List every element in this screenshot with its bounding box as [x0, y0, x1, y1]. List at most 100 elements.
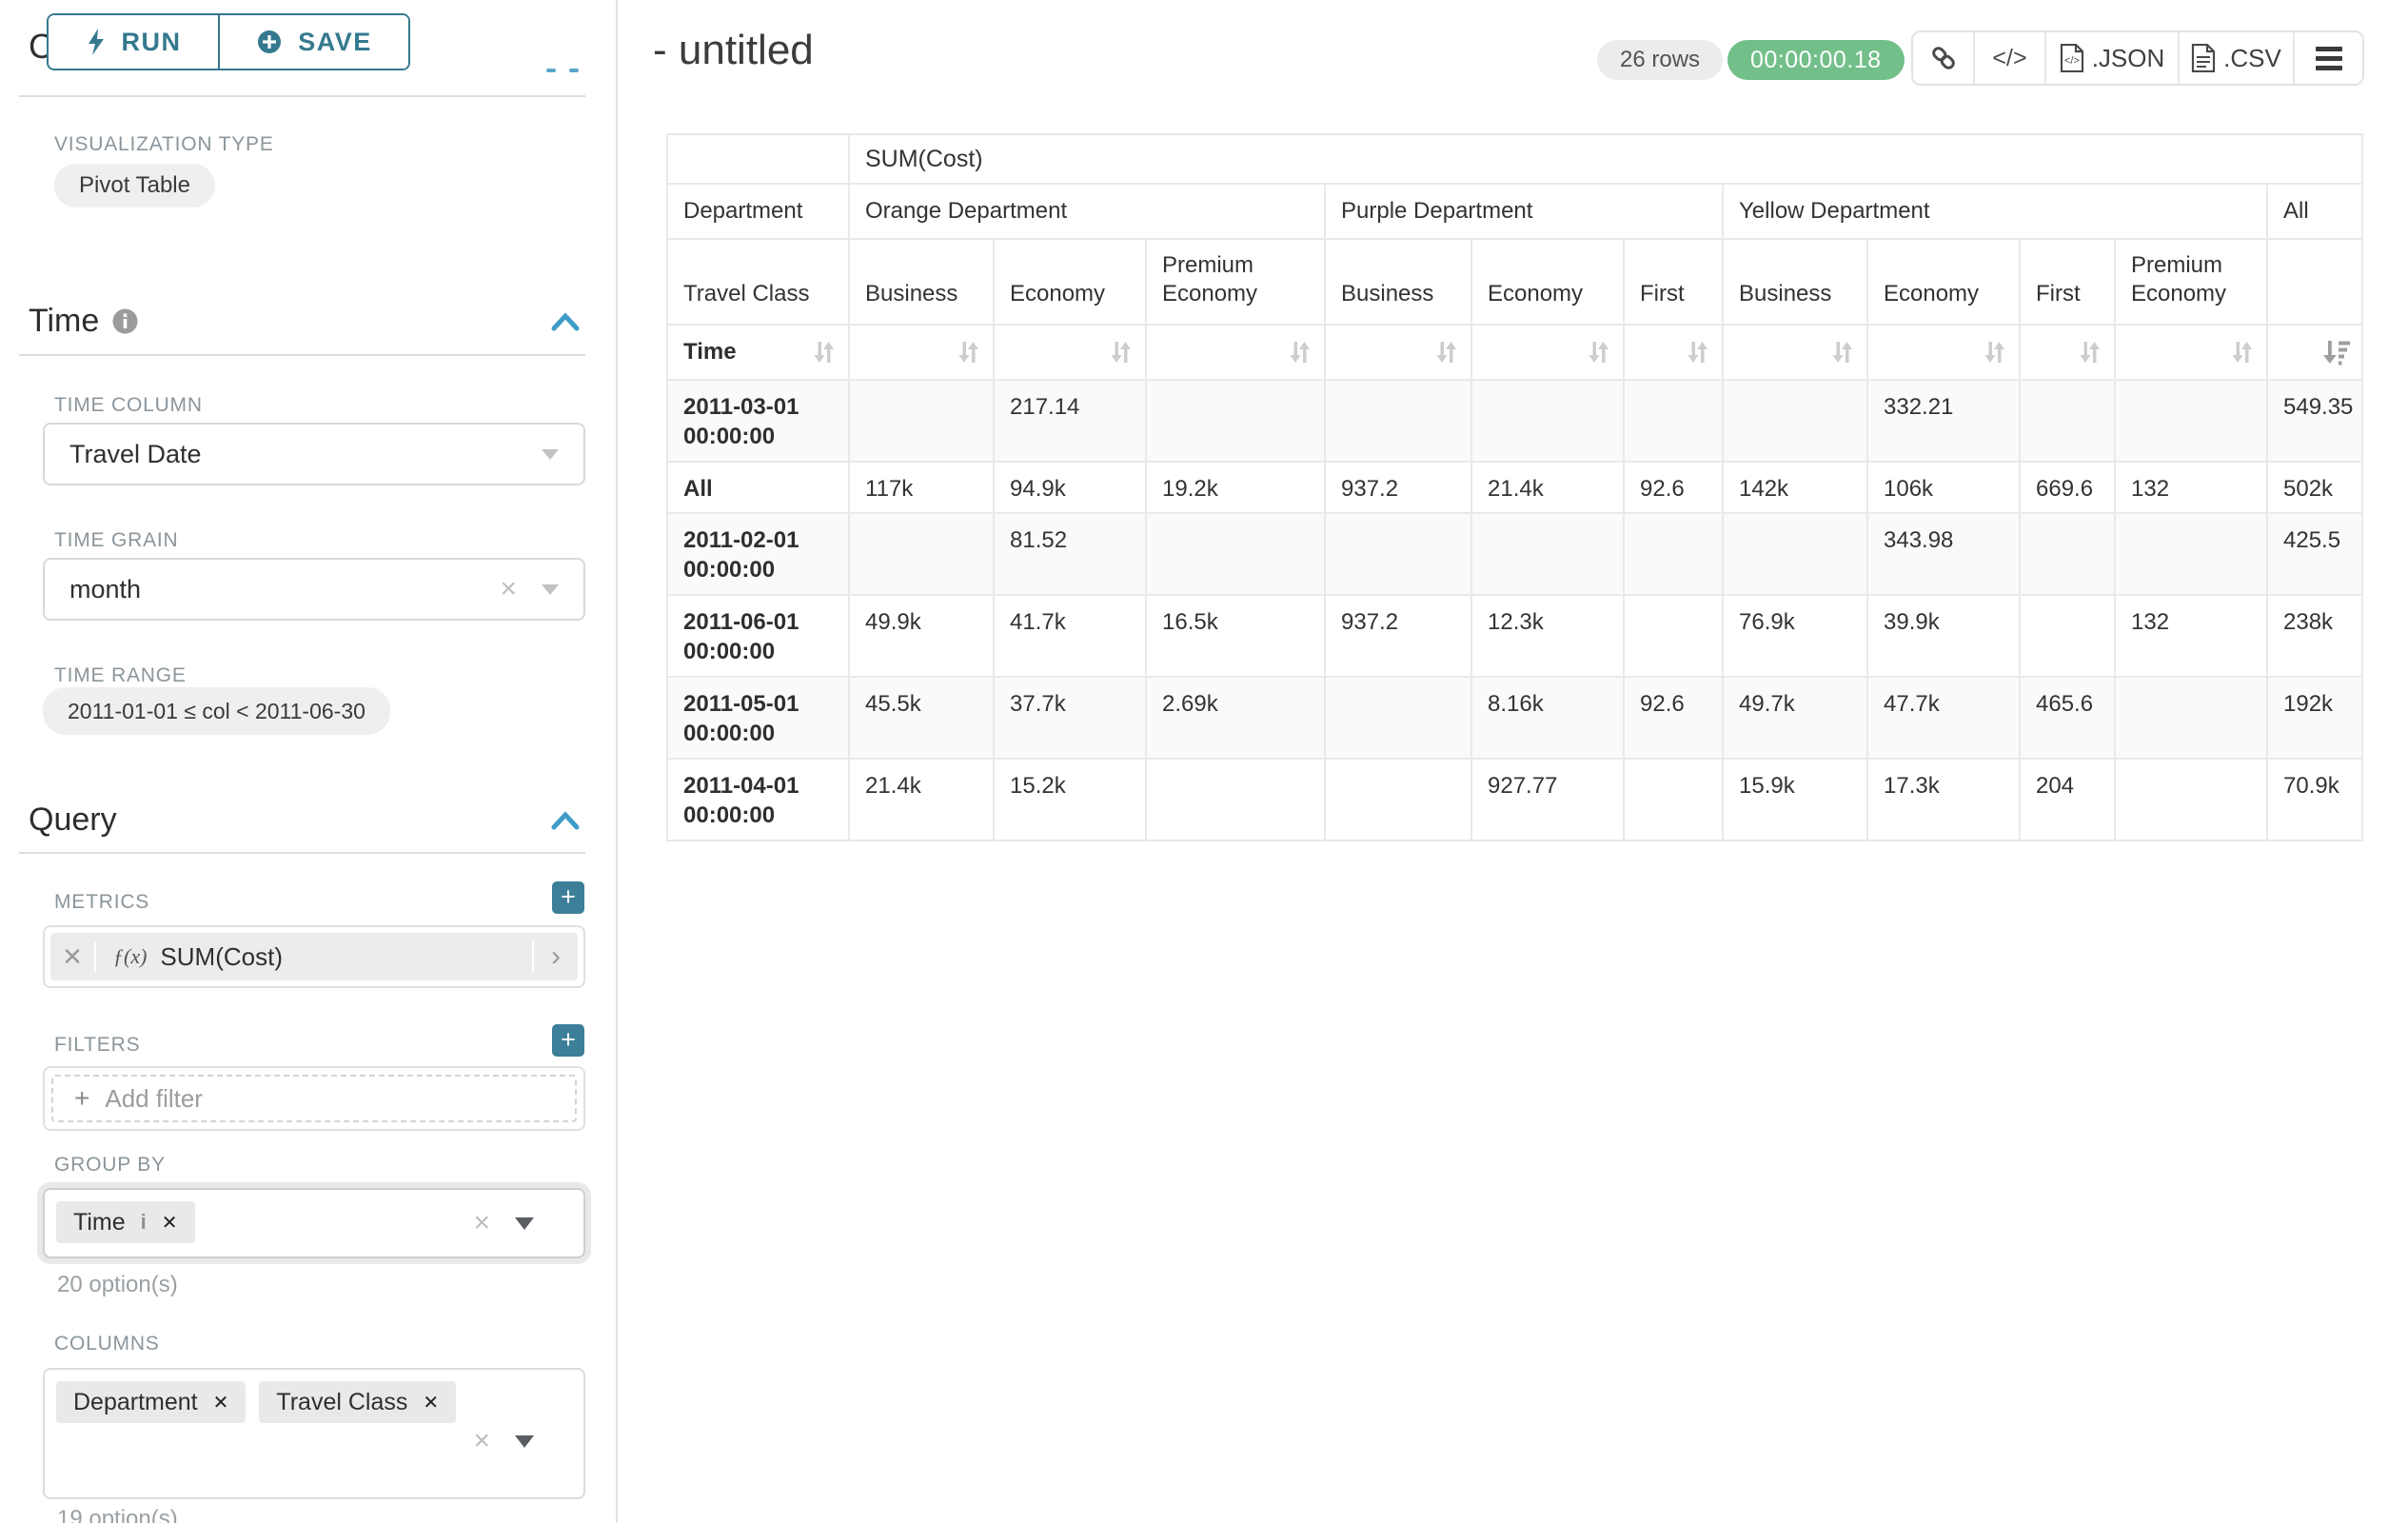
add-filter-dropzone[interactable]: + Add filter [51, 1075, 577, 1122]
value-cell: 70.9k [2266, 758, 2363, 841]
section-divider [19, 354, 585, 356]
sort-descending-icon[interactable] [2321, 339, 2350, 366]
sort-unsorted-icon[interactable] [1288, 339, 1313, 366]
expand-metric-chevron-icon[interactable]: › [532, 940, 578, 973]
collapse-query-chevron-icon[interactable] [550, 809, 581, 832]
more-options-menu-button[interactable] [2293, 32, 2362, 84]
value-cell: 192k [2266, 676, 2363, 760]
time-range-value[interactable]: 2011-01-01 ≤ col < 2011-06-30 [43, 687, 390, 735]
chevron-down-icon[interactable] [515, 1434, 534, 1448]
embed-code-button[interactable]: </> [1973, 32, 2044, 84]
remove-tag-icon[interactable]: ✕ [423, 1392, 440, 1414]
value-cell [2019, 379, 2116, 463]
remove-metric-icon[interactable]: ✕ [50, 941, 96, 972]
hamburger-icon [2315, 46, 2342, 70]
sort-unsorted-icon[interactable] [1686, 339, 1710, 366]
table-row: 2011-05-01 00:00:00 45.5k 37.7k 2.69k 8.16k 9… [666, 676, 2363, 760]
value-cell: 332.21 [1866, 379, 2021, 463]
export-json-button[interactable]: </> .JSON [2044, 32, 2178, 84]
time-range-label: TIME RANGE [54, 664, 187, 686]
pivot-table: SUM(Cost) Department Orange Department Purp… [666, 133, 2363, 841]
time-sort-header[interactable]: Time [666, 324, 850, 381]
add-filter-button[interactable]: + [552, 1024, 584, 1057]
metric-pill[interactable]: ✕ ƒ(x) SUM(Cost) › [50, 933, 578, 980]
clear-icon[interactable]: × [500, 573, 517, 604]
travel-class-header: Economy [1866, 238, 2021, 326]
time-section-title: Time [29, 303, 138, 340]
value-cell: 15.2k [993, 758, 1147, 841]
pivot-corner-cell [666, 133, 850, 185]
add-metric-button[interactable]: + [552, 881, 584, 914]
value-cell: 45.5k [848, 676, 995, 760]
time-column-select[interactable]: Travel Date [43, 423, 585, 485]
column-sort-header[interactable] [848, 324, 995, 381]
plus-circle-icon [258, 30, 282, 53]
save-button[interactable]: SAVE [218, 15, 408, 69]
chevron-down-icon[interactable] [542, 583, 559, 595]
sort-unsorted-icon[interactable] [957, 339, 981, 366]
share-link-button[interactable] [1913, 32, 1973, 84]
value-cell [1470, 379, 1625, 463]
visualization-type-value[interactable]: Pivot Table [54, 164, 215, 208]
export-csv-button[interactable]: .CSV [2178, 32, 2293, 84]
sort-unsorted-icon[interactable] [2230, 339, 2255, 366]
travel-class-row-label: Travel Class [666, 238, 850, 326]
run-save-button-group: RUN SAVE [47, 13, 410, 70]
value-tag[interactable]: Time i ✕ [56, 1201, 195, 1243]
sort-unsorted-icon[interactable] [1830, 339, 1855, 366]
time-column-label: TIME COLUMN [54, 394, 203, 416]
groupby-select[interactable]: Time i ✕ × [43, 1188, 585, 1258]
remove-tag-icon[interactable]: ✕ [161, 1212, 178, 1234]
column-sort-header[interactable] [1623, 324, 1724, 381]
section-divider [19, 852, 585, 854]
json-button-label: .JSON [2091, 43, 2165, 72]
sort-unsorted-icon[interactable] [1434, 339, 1459, 366]
filters-label: FILTERS [54, 1034, 141, 1056]
column-sort-header[interactable] [1470, 324, 1625, 381]
sort-unsorted-icon[interactable] [812, 339, 837, 366]
value-cell: 92.6 [1623, 461, 1724, 514]
sort-unsorted-icon[interactable] [1587, 339, 1611, 366]
column-sort-header[interactable] [1866, 324, 2021, 381]
value-cell: 92.6 [1623, 676, 1724, 760]
clear-icon[interactable]: × [473, 1425, 490, 1456]
column-sort-header[interactable] [993, 324, 1147, 381]
sort-unsorted-icon[interactable] [1109, 339, 1134, 366]
value-cell [1623, 594, 1724, 678]
travel-class-header: Business [848, 238, 995, 326]
value-cell [1722, 379, 1868, 463]
columns-select[interactable]: Department ✕ Travel Class ✕ × [43, 1368, 585, 1499]
value-cell [1324, 512, 1472, 596]
remove-tag-icon[interactable]: ✕ [212, 1392, 229, 1414]
column-sort-header[interactable] [1722, 324, 1868, 381]
column-sort-header[interactable] [2019, 324, 2116, 381]
chevron-down-icon[interactable] [515, 1216, 534, 1230]
sort-unsorted-icon[interactable] [1983, 339, 2007, 366]
csv-file-icon [2192, 44, 2216, 72]
table-row: 2011-03-01 00:00:00 217.14 332.21 549.35 [666, 379, 2363, 463]
column-sort-header[interactable] [1145, 324, 1326, 381]
clear-icon[interactable]: × [473, 1207, 490, 1238]
time-grain-select[interactable]: month × [43, 558, 585, 621]
filters-field: + Add filter [43, 1066, 585, 1131]
value-cell [1623, 379, 1724, 463]
column-sort-header[interactable] [1324, 324, 1472, 381]
column-sort-header[interactable] [2114, 324, 2268, 381]
run-button[interactable]: RUN [49, 15, 218, 69]
save-button-label: SAVE [298, 27, 372, 56]
collapse-time-chevron-icon[interactable] [550, 310, 581, 333]
sort-unsorted-icon[interactable] [2078, 339, 2102, 366]
value-cell: 937.2 [1324, 461, 1472, 514]
query-timer-badge: 00:00:00.18 [1727, 40, 1905, 80]
value-cell: 8.16k [1470, 676, 1625, 760]
panel-handle-dot [569, 69, 579, 72]
value-cell: 204 [2019, 758, 2116, 841]
groupby-tags: Time i ✕ [56, 1201, 195, 1243]
chevron-down-icon[interactable] [542, 448, 559, 460]
chart-title[interactable]: - untitled [653, 27, 814, 73]
value-tag[interactable]: Department ✕ [56, 1381, 247, 1423]
value-cell: 15.9k [1722, 758, 1868, 841]
column-sort-header[interactable] [2266, 324, 2363, 381]
value-tag[interactable]: Travel Class ✕ [259, 1381, 457, 1423]
